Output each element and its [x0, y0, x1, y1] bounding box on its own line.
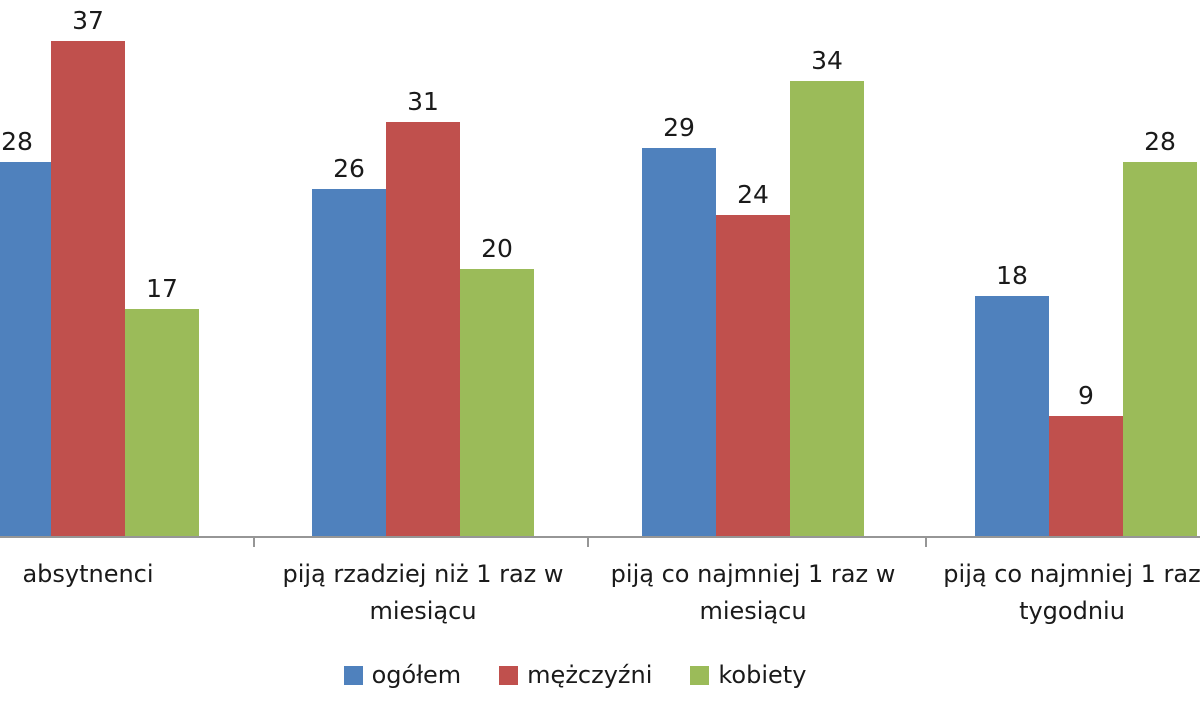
bar-series1-cat1 [386, 122, 460, 537]
bar-value-label: 31 [407, 87, 439, 116]
bar-series0-cat0 [0, 162, 51, 537]
bar-value-label: 9 [1078, 381, 1094, 410]
bar-series0-cat3 [975, 296, 1049, 537]
bar-series1-cat2 [716, 215, 790, 537]
bar-value-label: 37 [72, 6, 104, 35]
legend-label: mężczyźni [527, 661, 653, 689]
legend-item-0: ogółem [343, 661, 462, 689]
bar-value-label: 17 [146, 274, 178, 303]
bar-value-label: 26 [333, 154, 365, 183]
bar-series1-cat0 [51, 41, 125, 537]
category-label-0: absytnenci [22, 560, 154, 588]
legend: ogółem mężczyźni kobiety [0, 658, 1150, 692]
legend-label: kobiety [718, 661, 807, 689]
bar-value-label: 29 [663, 113, 695, 142]
category-label-3: piją co najmniej 1 raz tygodniu [943, 560, 1200, 625]
legend-swatch-icon [690, 665, 710, 685]
category-label-1: piją rzadziej niż 1 raz w miesiącu [282, 560, 564, 625]
bar-series0-cat1 [312, 189, 386, 537]
bar-value-label: 28 [1, 127, 33, 156]
x-axis-line [0, 536, 1200, 538]
category-label-2: piją co najmniej 1 raz w miesiącu [610, 560, 896, 625]
axis-tick [253, 537, 255, 547]
bar-series2-cat2 [790, 81, 864, 537]
bar-series1-cat3 [1049, 416, 1123, 537]
legend-swatch-icon [499, 665, 519, 685]
bar-series2-cat0 [125, 309, 199, 537]
bar-series2-cat1 [460, 269, 534, 537]
legend-item-2: kobiety [690, 661, 806, 689]
bar-value-label: 34 [811, 46, 843, 75]
legend-swatch-icon [343, 665, 363, 685]
legend-label: ogółem [371, 661, 462, 689]
bar-value-label: 18 [996, 261, 1028, 290]
axis-tick [587, 537, 589, 547]
bar-value-label: 20 [481, 234, 513, 263]
bar-value-label: 24 [737, 180, 769, 209]
legend-item-1: mężczyźni [499, 661, 652, 689]
axis-tick [925, 537, 927, 547]
bar-series0-cat2 [642, 148, 716, 537]
bar-series2-cat3 [1123, 162, 1197, 537]
bar-value-label: 28 [1144, 127, 1176, 156]
